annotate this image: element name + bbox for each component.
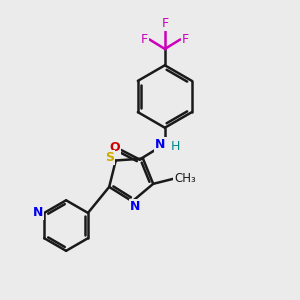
Text: N: N	[130, 200, 140, 213]
Text: N: N	[33, 206, 44, 219]
Text: F: F	[140, 33, 148, 46]
Text: F: F	[182, 33, 189, 46]
Text: CH₃: CH₃	[174, 172, 196, 185]
Text: F: F	[161, 17, 168, 31]
Text: N: N	[155, 138, 166, 151]
Text: O: O	[109, 140, 120, 154]
Text: S: S	[105, 151, 114, 164]
Text: H: H	[171, 140, 180, 153]
